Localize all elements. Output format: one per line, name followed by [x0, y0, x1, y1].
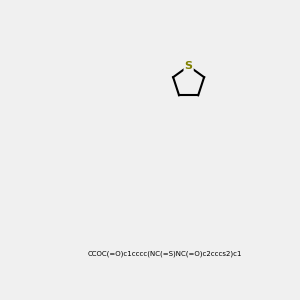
Text: S: S — [184, 61, 193, 71]
Text: CCOC(=O)c1cccc(NC(=S)NC(=O)c2cccs2)c1: CCOC(=O)c1cccc(NC(=S)NC(=O)c2cccs2)c1 — [88, 250, 243, 257]
